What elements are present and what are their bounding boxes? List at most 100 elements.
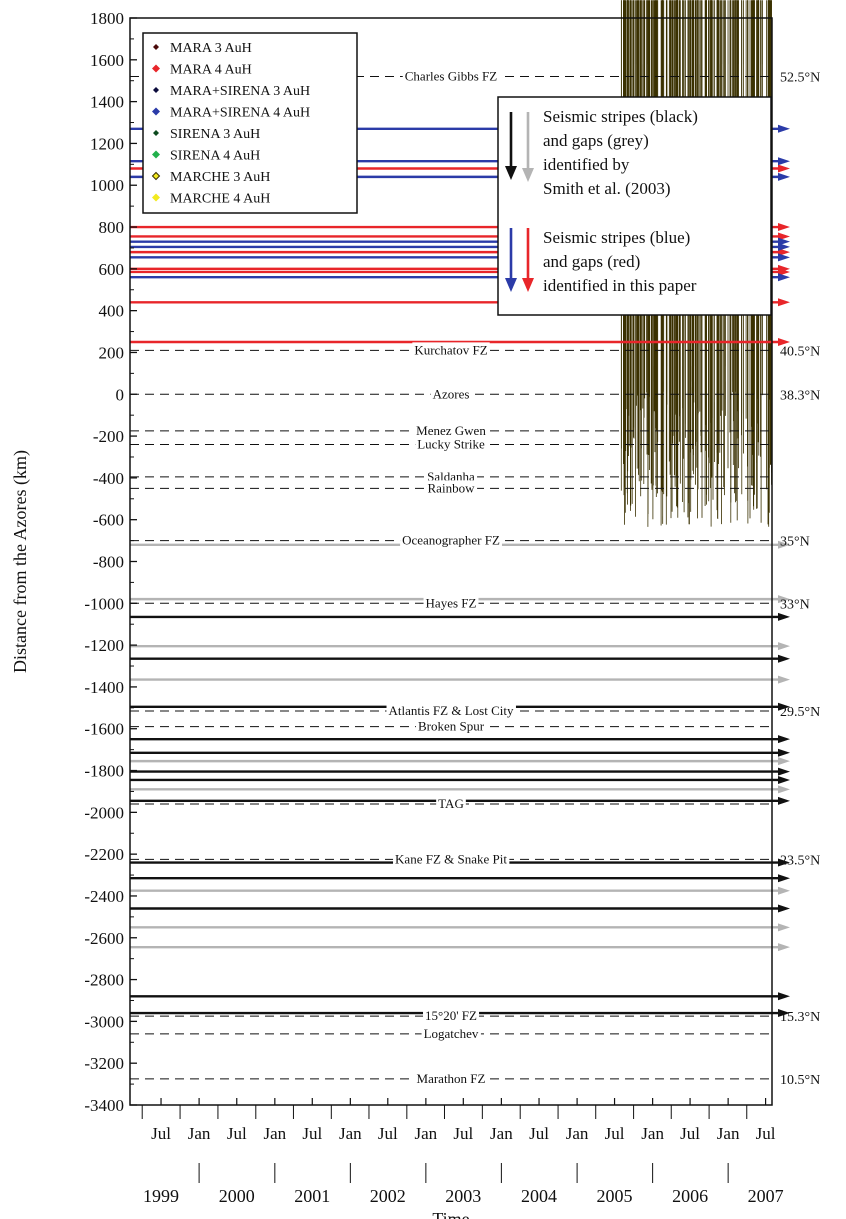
key-text-line: identified in this paper [543, 276, 697, 295]
reference-lines: Charles Gibbs FZ 52.5°N Kurchatov FZ 40.5°N… [130, 68, 820, 1088]
gap-grey-line-arrowhead [778, 923, 790, 932]
stripe-black-line-arrowhead [778, 654, 790, 663]
x-tick-label: Jul [227, 1124, 247, 1143]
x-year-label: 2004 [521, 1186, 557, 1206]
gap-red-line-arrowhead [778, 267, 790, 276]
y-tick-label: 400 [99, 302, 125, 321]
stripe-blue-line-arrowhead [778, 124, 790, 133]
reference-label: Broken Spur [418, 719, 485, 734]
y-tick-label: 1600 [90, 51, 124, 70]
y-tick-label: -3200 [84, 1054, 124, 1073]
x-tick-label: Jul [378, 1124, 398, 1143]
y-tick-label: -2000 [84, 803, 124, 822]
legend-marker [153, 87, 159, 93]
latitude-label: 29.5°N [780, 705, 820, 720]
gap-grey-line-arrowhead [778, 675, 790, 684]
x-tick-label: Jan [263, 1124, 286, 1143]
y-tick-label: 800 [99, 218, 125, 237]
reference-label: Kurchatov FZ [414, 342, 487, 357]
x-tick-label: Jul [529, 1124, 549, 1143]
gap-grey-line-arrowhead [778, 785, 790, 794]
key-arrow-red-head [522, 278, 534, 292]
stripe-black-line-arrowhead [778, 702, 790, 711]
reference-label: Azores [433, 386, 470, 401]
latitude-label: 52.5°N [780, 71, 820, 86]
reference-label-bg [414, 1070, 488, 1086]
reference-label-bg [393, 851, 510, 867]
x-tick-label: Jul [756, 1124, 776, 1143]
x-tick-label: Jan [641, 1124, 664, 1143]
latitude-label: 33°N [780, 597, 810, 612]
legend-label: MARA+SIRENA 4 AuH [170, 106, 310, 121]
stripe-black-line-arrowhead [778, 767, 790, 776]
key-box: Seismic stripes (black) and gaps (grey) id… [497, 96, 772, 316]
y-tick-label: 1400 [90, 93, 124, 112]
legend-marker [153, 130, 159, 136]
reference-label-bg [421, 1025, 481, 1041]
key-text-line: and gaps (grey) [543, 131, 649, 150]
reference-label-bg [423, 1008, 480, 1024]
y-tick-label: 1200 [90, 134, 124, 153]
reference-label-bg [436, 795, 466, 811]
x-year-label: 2000 [219, 1186, 255, 1206]
reference-label-bg [414, 422, 489, 438]
gap-red-line-arrowhead [778, 223, 790, 232]
legend-label: SIRENA 3 AuH [170, 127, 260, 142]
y-tick-label: -2200 [84, 845, 124, 864]
reference-label-bg [415, 436, 487, 452]
y-tick-label: -2400 [84, 887, 124, 906]
x-year-label: 2002 [370, 1186, 406, 1206]
legend-marker [152, 107, 160, 116]
y-tick-label: -3000 [84, 1012, 124, 1031]
y-tick-label: -800 [93, 553, 124, 572]
x-year-label: 2006 [672, 1186, 708, 1206]
reference-label: Kane FZ & Snake Pit [395, 851, 507, 866]
stripe-blue-line-arrowhead [778, 157, 790, 166]
legend-marker [152, 64, 160, 73]
reference-label: Atlantis FZ & Lost City [389, 703, 514, 718]
stripe-black-line-arrowhead [778, 992, 790, 1001]
reference-label: Lucky Strike [417, 436, 485, 451]
x-tick-label: Jul [680, 1124, 700, 1143]
x-tick-label: Jul [453, 1124, 473, 1143]
series-sirena-3-auh-points [433, 0, 473, 378]
key-text-line: and gaps (red) [543, 252, 640, 271]
key-text-line: identified by [543, 155, 630, 174]
gap-grey-line-arrowhead [778, 642, 790, 651]
y-tick-label: -1000 [84, 594, 124, 613]
stripe-black-line-arrowhead [778, 874, 790, 883]
x-year-label: 2001 [294, 1186, 330, 1206]
reference-label-bg [425, 480, 478, 496]
y-axis-label: Distance from the Azores (km) [10, 450, 31, 673]
gap-red-line-arrowhead [778, 232, 790, 241]
key-arrow-grey-head [522, 168, 534, 182]
x-tick-label: Jul [605, 1124, 625, 1143]
latitude-label: 35°N [780, 535, 810, 550]
x-tick-label: Jan [717, 1124, 740, 1143]
x-year-label: 1999 [143, 1186, 179, 1206]
reference-label-bg [423, 595, 479, 611]
y-tick-label: 1800 [90, 9, 124, 28]
y-tick-label: 0 [116, 385, 125, 404]
reference-label: Logatchev [424, 1026, 479, 1041]
y-tick-label: -600 [93, 511, 124, 530]
reference-label: Rainbow [428, 480, 476, 495]
reference-label-bg [386, 702, 516, 718]
gap-red-line-arrowhead [778, 298, 790, 307]
latitude-label: 40.5°N [780, 344, 820, 359]
gap-red-line-arrowhead [778, 164, 790, 173]
stripe-blue-line-arrowhead [778, 172, 790, 181]
reference-label: Menez Gwen [416, 423, 486, 438]
y-tick-label: 1000 [90, 176, 124, 195]
reference-label: Oceanographer FZ [402, 533, 500, 548]
x-tick-label: Jan [415, 1124, 438, 1143]
reference-label: Charles Gibbs FZ [405, 69, 498, 84]
latitude-label: 10.5°N [780, 1073, 820, 1088]
reference-label: Saldanha [427, 469, 475, 484]
stripe-black-line-arrowhead [778, 735, 790, 744]
reference-label-bg [425, 468, 478, 484]
y-tick-label: -1400 [84, 678, 124, 697]
reference-label: Marathon FZ [417, 1071, 486, 1086]
stripe-black-line-arrowhead [778, 858, 790, 867]
y-tick-label: -1800 [84, 762, 124, 781]
